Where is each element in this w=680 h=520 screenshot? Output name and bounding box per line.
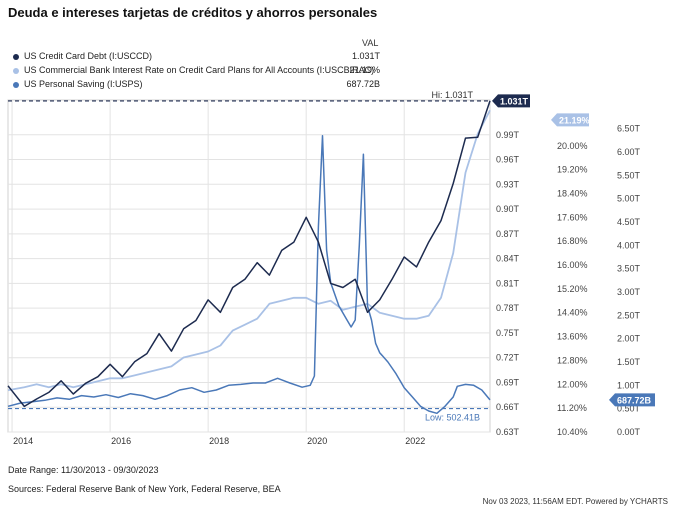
saving-axis-tick-label: 4.00T <box>617 240 641 250</box>
rate-value-tag-text: 21.19% <box>559 115 590 125</box>
hi-annotation-label: Hi: 1.031T <box>431 90 473 100</box>
debt-axis-tick-label: 0.69T <box>496 377 520 387</box>
legend-marker <box>13 54 19 60</box>
x-tick-label: 2022 <box>405 436 425 446</box>
legend-value: 21.19% <box>349 65 380 75</box>
series-line-personal-saving <box>7 134 491 415</box>
legend-marker <box>13 68 19 74</box>
timestamp-powered-by: Nov 03 2023, 11:56AM EDT. Powered by YCH… <box>482 497 668 506</box>
debt-axis-tick-label: 0.96T <box>496 155 520 165</box>
saving-axis-tick-label: 3.50T <box>617 264 641 274</box>
debt-axis-tick-label: 0.87T <box>496 229 520 239</box>
saving-value-tag-shape <box>609 393 655 407</box>
low-annotation-label: Low: 502.41B <box>425 413 480 423</box>
saving-axis-tick-label: 1.00T <box>617 380 641 390</box>
x-tick-label: 2014 <box>13 436 33 446</box>
saving-axis-tick-label: 1.50T <box>617 357 641 367</box>
debt-axis-tick-label: 0.66T <box>496 402 520 412</box>
rate-axis-tick-label: 12.00% <box>557 379 588 389</box>
rate-axis-tick-label: 12.80% <box>557 355 588 365</box>
legend-label: US Commercial Bank Interest Rate on Cred… <box>24 65 375 75</box>
series-line-interest-rate <box>7 109 491 392</box>
debt-value-tag-text: 1.031T <box>500 96 529 106</box>
rate-axis-tick-label: 14.40% <box>557 308 588 318</box>
x-tick-label: 2020 <box>307 436 327 446</box>
rate-axis-tick-label: 19.20% <box>557 165 588 175</box>
debt-axis-tick-label: 0.75T <box>496 328 520 338</box>
debt-axis-tick-label: 0.90T <box>496 204 520 214</box>
debt-axis-tick-label: 0.93T <box>496 179 520 189</box>
legend-entry-personal-saving[interactable]: US Personal Saving (I:USPS) 687.72B <box>8 79 380 92</box>
chart-title: Deuda e intereses tarjetas de créditos y… <box>8 5 378 20</box>
rate-axis-tick-label: 16.00% <box>557 260 588 270</box>
debt-value-tag: 1.031T <box>492 94 530 108</box>
legend-entry-credit-debt[interactable]: US Credit Card Debt (I:USCCD) 1.031T <box>8 51 380 64</box>
rate-axis-tick-label: 13.60% <box>557 332 588 342</box>
saving-axis-tick-label: 0.00T <box>617 427 641 437</box>
debt-axis-tick-label: 0.81T <box>496 278 520 288</box>
debt-axis-tick-label: 0.84T <box>496 254 520 264</box>
legend-label: US Personal Saving (I:USPS) <box>24 79 143 89</box>
legend-value: 687.72B <box>346 79 380 89</box>
debt-axis-tick-label: 0.72T <box>496 353 520 363</box>
legend-label: US Credit Card Debt (I:USCCD) <box>24 51 153 61</box>
date-range: Date Range: 11/30/2013 - 09/30/2023 <box>8 465 159 475</box>
saving-axis-tick-label: 2.00T <box>617 334 641 344</box>
rate-axis-tick-label: 10.40% <box>557 427 588 437</box>
x-tick-label: 2016 <box>111 436 131 446</box>
debt-value-tag-shape <box>492 94 530 108</box>
rate-axis-tick-label: 16.80% <box>557 236 588 246</box>
rate-axis-tick-label: 20.00% <box>557 141 588 151</box>
debt-axis-tick-label: 0.99T <box>496 130 520 140</box>
saving-axis-tick-label: 6.00T <box>617 147 641 157</box>
saving-axis-tick-label: 5.50T <box>617 170 641 180</box>
saving-axis-tick-label: 5.00T <box>617 194 641 204</box>
saving-axis-tick-label: 2.50T <box>617 310 641 320</box>
rate-value-tag: 21.19% <box>551 113 590 127</box>
saving-axis-tick-label: 6.50T <box>617 124 641 134</box>
saving-value-tag-text: 687.72B <box>617 395 652 405</box>
legend-value-header: VAL <box>362 38 379 48</box>
debt-axis-tick-label: 0.63T <box>496 427 520 437</box>
rate-axis-tick-label: 17.60% <box>557 212 588 222</box>
legend-entry-interest-rate[interactable]: US Commercial Bank Interest Rate on Cred… <box>8 65 380 78</box>
rate-axis-tick-label: 11.20% <box>557 403 587 413</box>
saving-axis-tick-label: 0.50T <box>617 404 641 414</box>
saving-value-tag: 687.72B <box>609 393 655 407</box>
series-line-credit-debt <box>7 100 491 408</box>
sources: Sources: Federal Reserve Bank of New Yor… <box>8 484 281 494</box>
rate-value-tag-shape <box>551 113 589 127</box>
legend-marker <box>13 82 19 88</box>
x-tick-label: 2018 <box>209 436 229 446</box>
saving-axis-tick-label: 3.00T <box>617 287 641 297</box>
debt-axis-tick-label: 0.78T <box>496 303 520 313</box>
legend-value: 1.031T <box>351 51 380 61</box>
rate-axis-tick-label: 15.20% <box>557 284 588 294</box>
saving-axis-tick-label: 4.50T <box>617 217 641 227</box>
rate-axis-tick-label: 18.40% <box>557 188 588 198</box>
